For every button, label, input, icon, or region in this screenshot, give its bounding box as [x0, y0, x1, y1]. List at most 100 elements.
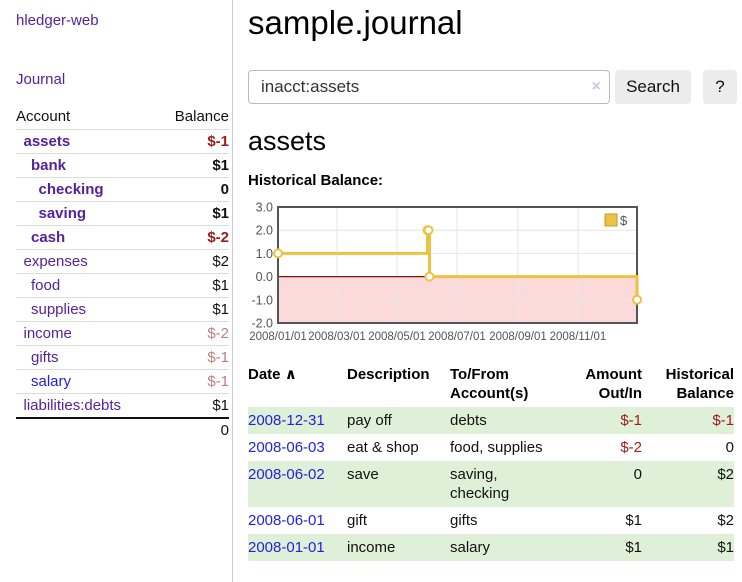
- legend-label: $: [620, 213, 628, 228]
- transaction-balance: 0: [725, 439, 734, 456]
- register-header-description: Description: [347, 366, 430, 383]
- account-row: income $-2: [16, 321, 229, 346]
- accounts-header-row: Account Balance: [16, 105, 229, 130]
- clear-search-icon[interactable]: ×: [591, 78, 601, 95]
- account-row: saving $1: [16, 201, 229, 226]
- transaction-amount: $1: [625, 539, 642, 556]
- register-header-date[interactable]: Date ∧: [248, 366, 297, 383]
- x-axis-tick: 2008/01/01: [249, 331, 307, 343]
- y-axis-tick: 1.0: [256, 247, 273, 261]
- transaction-accounts: debts: [450, 412, 487, 429]
- x-axis-tick: 2008/09/01: [489, 331, 547, 343]
- page-title: sample.journal: [248, 4, 463, 41]
- accounts-header-account: Account: [16, 105, 157, 130]
- account-link[interactable]: saving: [38, 205, 87, 222]
- account-row: liabilities:debts $1: [16, 393, 229, 419]
- sidebar: hledger-web Journal Account Balance asse…: [0, 0, 233, 582]
- transaction-balance: $-1: [712, 412, 734, 429]
- account-balance: $-1: [156, 369, 229, 394]
- search-button[interactable]: Search: [615, 70, 691, 104]
- account-balance: $2: [156, 249, 229, 274]
- register-header-row: Date ∧ Description To/From Account(s) Am…: [248, 361, 734, 407]
- account-row: food $1: [16, 273, 229, 298]
- account-row: assets $-1: [16, 129, 229, 154]
- search-form: × Search ?: [248, 70, 742, 104]
- transaction-description: eat & shop: [347, 439, 419, 456]
- accounts-total: 0: [156, 417, 229, 442]
- transaction-accounts: saving, checking: [450, 466, 510, 502]
- x-axis-tick: 2008/11/01: [550, 331, 607, 343]
- historical-balance-chart: $3.0 2.0 1.0 0.0 -1.0 -2.0 2008/01/01 2008/03/0…: [248, 201, 642, 344]
- transaction-description: save: [347, 466, 379, 483]
- y-axis-tick: 2.0: [256, 224, 273, 238]
- transaction-description: gift: [347, 512, 368, 529]
- register-header-accounts: To/From Account(s): [450, 366, 529, 402]
- account-link[interactable]: supplies: [31, 301, 87, 318]
- brand-link[interactable]: hledger-web: [16, 12, 99, 29]
- account-row: expenses $2: [16, 249, 229, 274]
- help-button[interactable]: ?: [703, 70, 737, 104]
- transaction-balance: $1: [717, 539, 734, 556]
- account-balance: $1: [156, 297, 229, 322]
- account-link[interactable]: checking: [38, 181, 104, 198]
- account-balance: 0: [156, 177, 229, 202]
- transaction-amount: $-1: [620, 412, 642, 429]
- account-link[interactable]: salary: [31, 373, 72, 390]
- y-axis-tick: -2.0: [251, 317, 273, 331]
- x-axis-tick: 2008/03/01: [308, 331, 366, 343]
- chart-label: Historical Balance:: [248, 172, 384, 189]
- search-input[interactable]: [248, 70, 610, 104]
- transaction-description: income: [347, 539, 396, 556]
- accounts-header-balance: Balance: [156, 105, 229, 130]
- transaction-date-link[interactable]: 2008-01-01: [248, 539, 325, 556]
- account-balance: $1: [156, 273, 229, 298]
- register-header-balance: Historical Balance: [665, 366, 734, 402]
- transaction-accounts: gifts: [450, 512, 478, 529]
- register-row: 2008-12-31 pay off debts $-1 $-1: [248, 407, 734, 434]
- account-balance: $-1: [156, 129, 229, 154]
- transaction-date-link[interactable]: 2008-06-01: [248, 512, 325, 529]
- transaction-balance: $2: [717, 512, 734, 529]
- accounts-table: Account Balance assets $-1 bank $1 check…: [16, 105, 229, 442]
- account-link[interactable]: expenses: [23, 253, 88, 270]
- transaction-description: pay off: [347, 412, 392, 429]
- account-link[interactable]: assets: [23, 133, 71, 150]
- register-row: 2008-06-01 gift gifts $1 $2: [248, 507, 734, 534]
- register-row: 2008-06-02 save saving, checking 0 $2: [248, 461, 734, 507]
- account-balance: $-2: [156, 321, 229, 346]
- account-link[interactable]: bank: [31, 157, 67, 174]
- transaction-date-link[interactable]: 2008-12-31: [248, 412, 325, 429]
- account-balance: $1: [156, 153, 229, 178]
- account-link[interactable]: food: [31, 277, 61, 294]
- account-link[interactable]: income: [23, 325, 72, 342]
- account-row: bank $1: [16, 153, 229, 178]
- account-row: salary $-1: [16, 369, 229, 394]
- transaction-accounts: salary: [450, 539, 491, 556]
- y-axis-tick: -1.0: [251, 293, 273, 307]
- account-balance: $-1: [156, 345, 229, 370]
- register-row: 2008-06-03 eat & shop food, supplies $-2…: [248, 434, 734, 461]
- account-link[interactable]: gifts: [31, 349, 59, 366]
- transaction-accounts: food, supplies: [450, 439, 543, 456]
- x-axis-tick: 2008/05/01: [368, 331, 426, 343]
- account-row: gifts $-1: [16, 345, 229, 370]
- transaction-date-link[interactable]: 2008-06-02: [248, 466, 325, 483]
- account-link[interactable]: liabilities:debts: [23, 397, 122, 414]
- transaction-amount: $-2: [620, 439, 642, 456]
- accounts-total-row: 0: [16, 417, 229, 442]
- x-axis-tick: 2008/07/01: [428, 331, 486, 343]
- transaction-amount: $1: [625, 512, 642, 529]
- account-balance: $-2: [156, 225, 229, 250]
- register-header-amount: Amount Out/In: [585, 366, 642, 402]
- y-axis-tick: 3.0: [256, 201, 273, 215]
- transaction-date-link[interactable]: 2008-06-03: [248, 439, 325, 456]
- account-row: cash $-2: [16, 225, 229, 250]
- account-link[interactable]: cash: [31, 229, 66, 246]
- legend-swatch: [604, 213, 618, 227]
- transaction-amount: 0: [633, 466, 642, 483]
- account-balance: $1: [156, 393, 229, 419]
- register-table: Date ∧ Description To/From Account(s) Am…: [248, 361, 734, 561]
- account-row: supplies $1: [16, 297, 229, 322]
- account-heading: assets: [248, 126, 327, 156]
- sidebar-item-journal[interactable]: Journal: [16, 71, 66, 88]
